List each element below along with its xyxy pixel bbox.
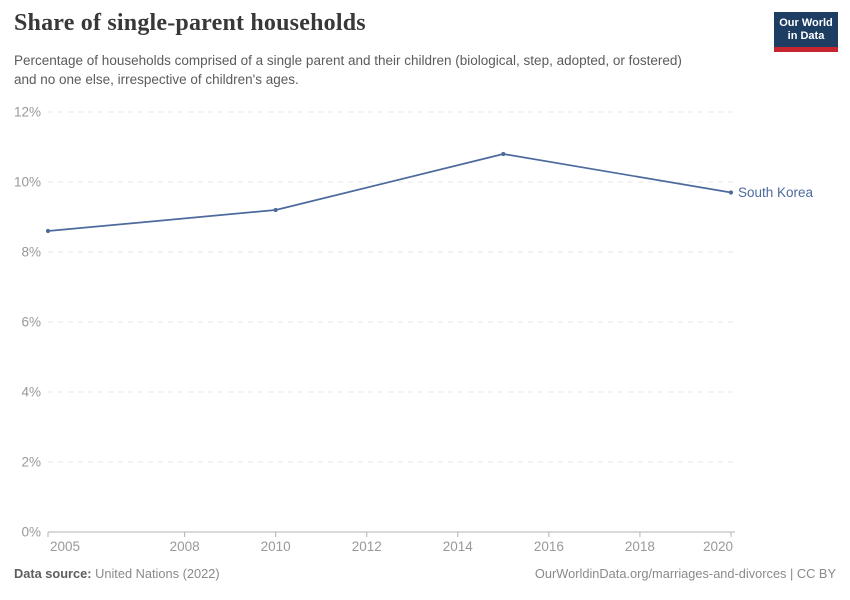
data-source-value: United Nations (2022)	[95, 566, 220, 581]
x-axis-tick-label: 2018	[625, 539, 655, 554]
owid-logo-text: Our World in Data	[774, 12, 838, 47]
data-source-label: Data source:	[14, 566, 92, 581]
y-axis-tick-label: 4%	[21, 385, 41, 400]
data-source: Data source: United Nations (2022)	[14, 566, 220, 581]
x-axis-tick-label: 2016	[534, 539, 564, 554]
footer-link[interactable]: OurWorldinData.org/marriages-and-divorce…	[534, 566, 836, 581]
y-axis-tick-label: 6%	[21, 315, 41, 330]
data-point[interactable]	[273, 207, 278, 213]
series-label[interactable]: South Korea	[738, 185, 814, 200]
x-axis-tick-label: 2012	[352, 539, 382, 554]
series-line[interactable]	[47, 153, 732, 232]
owid-logo[interactable]: Our World in Data	[774, 12, 838, 52]
data-point[interactable]	[501, 151, 506, 157]
y-axis-tick-label: 2%	[21, 455, 41, 470]
x-axis-tick-label: 2020	[703, 539, 733, 554]
x-axis-tick-label: 2008	[170, 539, 200, 554]
chart-footer: Data source: United Nations (2022) OurWo…	[14, 566, 836, 581]
x-axis-tick-label: 2014	[443, 539, 474, 554]
y-axis-tick-label: 0%	[21, 525, 41, 540]
x-axis-tick-label: 2010	[261, 539, 291, 554]
y-axis-tick-label: 8%	[21, 245, 41, 260]
y-axis-tick-label: 10%	[14, 175, 41, 190]
data-point[interactable]	[728, 190, 734, 195]
y-axis-tick-label: 12%	[14, 105, 41, 120]
chart-subtitle: Percentage of households comprised of a …	[14, 53, 682, 87]
owid-logo-line1: Our World	[779, 16, 833, 29]
data-point[interactable]	[45, 228, 51, 234]
chart-canvas[interactable]: 0% 2% 4% 6% 8% 10% 12% 2005 2008 2010 2012 2014 2016…	[0, 96, 850, 566]
page-title: Share of single-parent households	[14, 10, 366, 36]
owid-logo-red-bar	[774, 47, 838, 52]
owid-logo-line2: in Data	[787, 29, 825, 42]
x-axis-tick-label: 2005	[50, 539, 80, 554]
